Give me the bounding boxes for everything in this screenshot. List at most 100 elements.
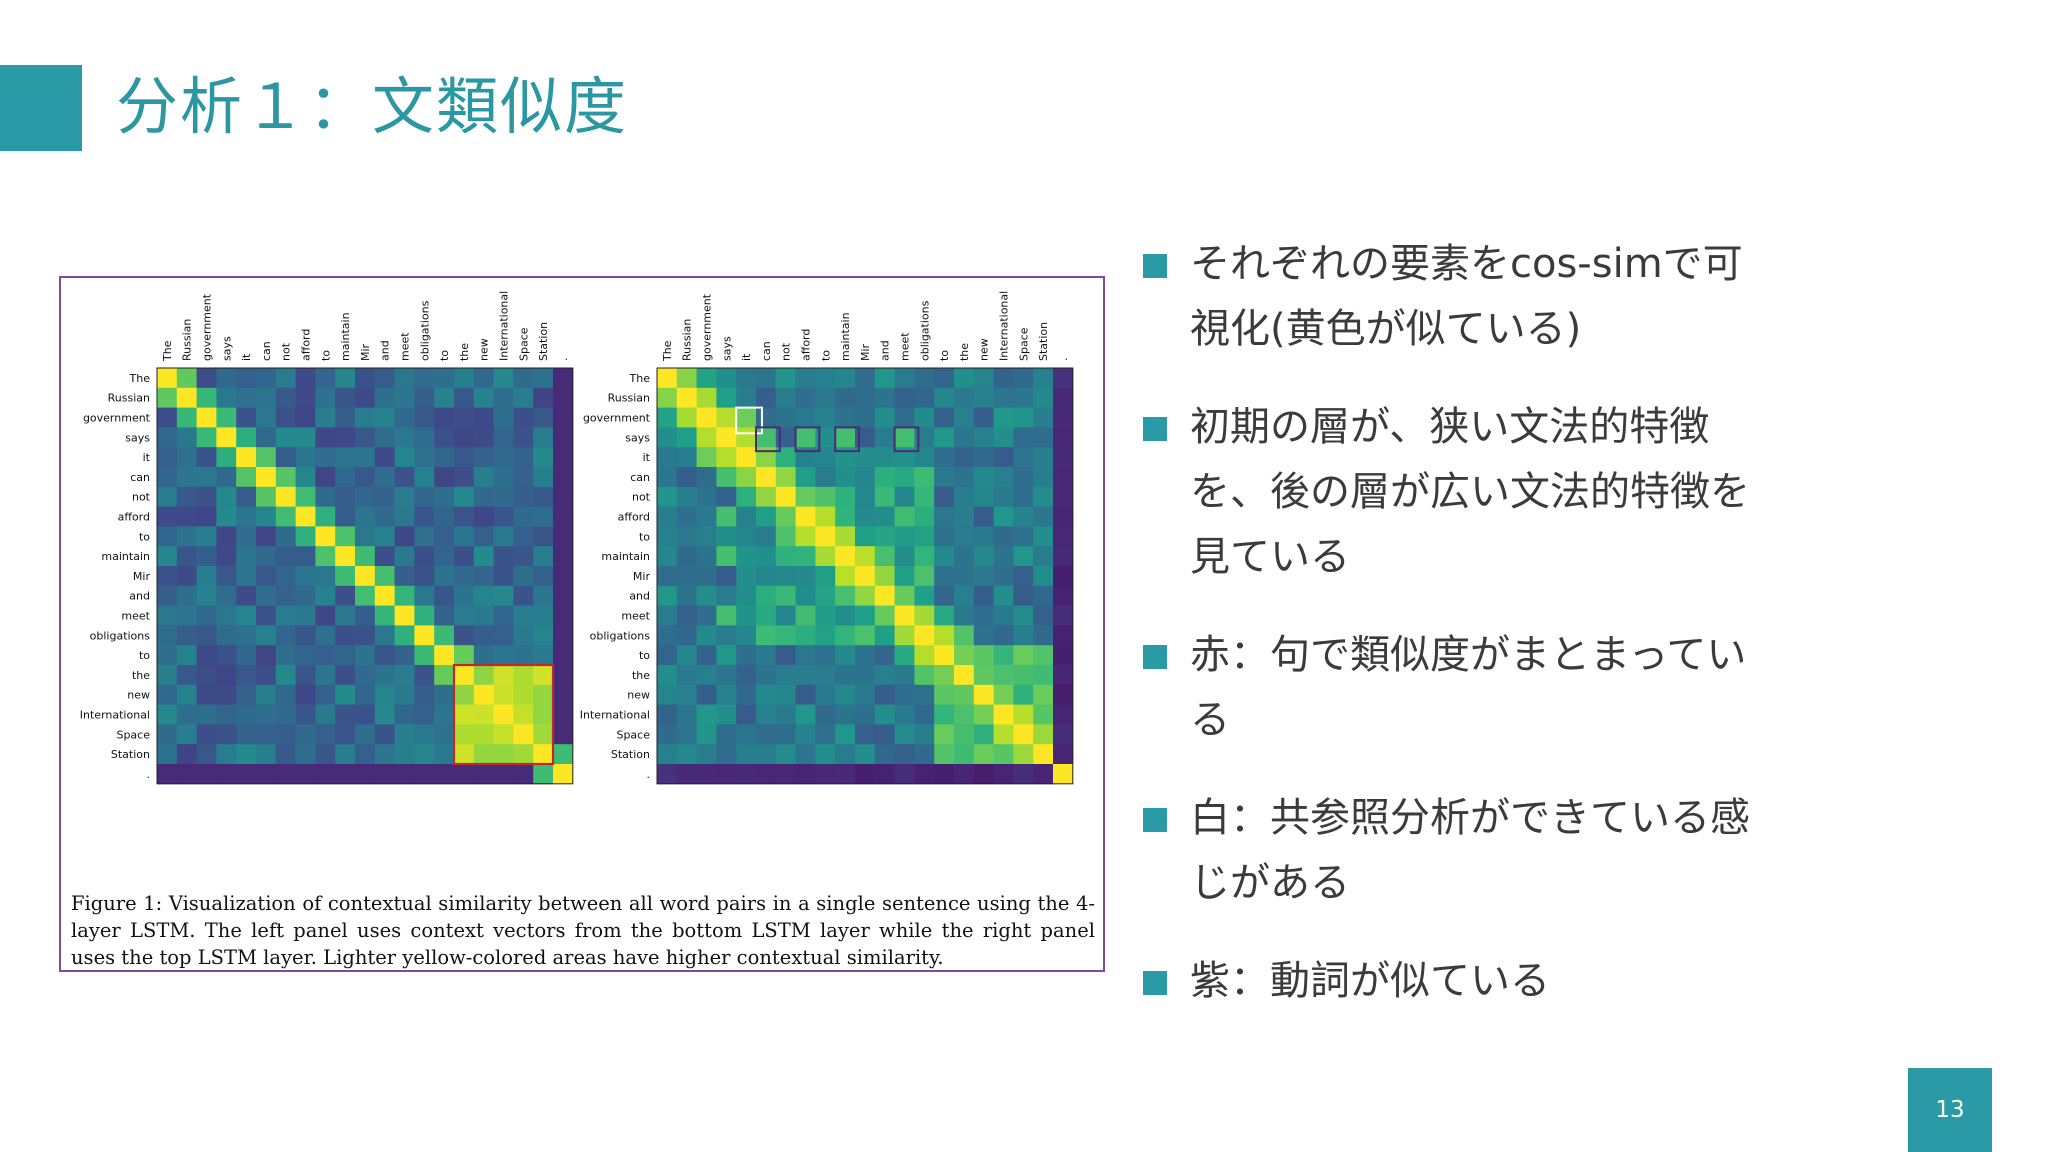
heatmap-cell — [493, 566, 514, 587]
row-label: the — [632, 669, 650, 682]
heatmap-cell — [1033, 368, 1054, 389]
bullet-item: 紫：動詞が似ている — [1140, 949, 1750, 1014]
row-label: . — [147, 768, 151, 781]
heatmap-cell — [993, 387, 1014, 408]
heatmap-cell — [914, 704, 935, 725]
heatmap-cell — [874, 625, 895, 646]
heatmap-cell — [394, 427, 415, 448]
heatmap-cell — [736, 467, 757, 488]
heatmap-cell — [256, 387, 277, 408]
heatmap-cell — [473, 447, 494, 468]
heatmap-cell — [914, 744, 935, 765]
heatmap-cell — [355, 585, 376, 606]
heatmap-cell — [295, 387, 316, 408]
heatmap-cell — [434, 526, 455, 547]
heatmap-cell — [533, 387, 554, 408]
heatmap-cell — [696, 447, 717, 468]
heatmap-cell — [874, 645, 895, 666]
heatmap-cell — [196, 764, 217, 785]
heatmap-cell — [414, 704, 435, 725]
heatmap-cell — [736, 724, 757, 745]
heatmap-cell — [934, 387, 955, 408]
heatmap-cell — [835, 427, 856, 448]
heatmap-cell — [295, 684, 316, 705]
heatmap-cell — [434, 605, 455, 626]
heatmap-cell — [157, 427, 178, 448]
heatmap-cell — [553, 546, 574, 567]
heatmap-cell — [696, 368, 717, 389]
heatmap-cell — [756, 447, 777, 468]
heatmap-cell — [855, 566, 876, 587]
heatmap-cell — [1053, 764, 1074, 785]
heatmap-cell — [157, 684, 178, 705]
heatmap-cell — [414, 684, 435, 705]
heatmap-cell — [894, 744, 915, 765]
heatmap-cell — [894, 368, 915, 389]
heatmap-cell — [756, 724, 777, 745]
heatmap-cell — [775, 566, 796, 587]
heatmap-cell — [493, 447, 514, 468]
heatmap-cell — [815, 645, 836, 666]
heatmap-cell — [176, 427, 197, 448]
heatmap-cell — [176, 368, 197, 389]
bullet-text: 紫：動詞が似ている — [1190, 958, 1550, 1004]
row-label: not — [632, 491, 651, 504]
heatmap-cell — [954, 526, 975, 547]
heatmap-cell — [855, 467, 876, 488]
heatmap-cell — [1013, 744, 1034, 765]
heatmap-cell — [894, 684, 915, 705]
heatmap-cell — [434, 684, 455, 705]
heatmap-cell — [216, 387, 237, 408]
heatmap-cell — [676, 704, 697, 725]
heatmap-cell — [855, 427, 876, 448]
row-label: maintain — [601, 550, 650, 563]
heatmap-cell — [493, 605, 514, 626]
column-label: International — [998, 291, 1011, 361]
heatmap-cell — [914, 407, 935, 428]
heatmap-cell — [355, 486, 376, 507]
heatmap-cell — [355, 407, 376, 428]
heatmap-cell — [954, 467, 975, 488]
heatmap-cell — [676, 526, 697, 547]
row-label: government — [583, 412, 651, 425]
heatmap-cell — [374, 407, 395, 428]
heatmap-cell — [374, 665, 395, 686]
bullet-text: それぞれの要素をcos-simで可視化(黄色が似ている) — [1190, 241, 1743, 352]
square-bullet-icon — [1143, 971, 1167, 995]
heatmap-cell — [1033, 704, 1054, 725]
heatmap-cell — [1053, 387, 1074, 408]
heatmap-cell — [1013, 625, 1034, 646]
heatmap-cell — [355, 665, 376, 686]
heatmap-cell — [736, 526, 757, 547]
heatmap-cell — [553, 684, 574, 705]
heatmap-cell — [716, 526, 737, 547]
heatmap-cell — [973, 546, 994, 567]
heatmap-cell — [894, 526, 915, 547]
heatmap-cell — [414, 625, 435, 646]
heatmap-cell — [434, 764, 455, 785]
heatmap-cell — [196, 368, 217, 389]
heatmap-cell — [696, 506, 717, 527]
heatmap-cell — [434, 665, 455, 686]
heatmap-cell — [795, 704, 816, 725]
heatmap-cell — [914, 724, 935, 745]
heatmap-cell — [275, 506, 296, 527]
heatmap-cell — [355, 467, 376, 488]
heatmap-cell — [874, 605, 895, 626]
heatmap-cell — [176, 684, 197, 705]
heatmap-cell — [1033, 744, 1054, 765]
heatmap-cell — [275, 467, 296, 488]
heatmap-cell — [355, 546, 376, 567]
row-label: Space — [616, 728, 650, 741]
heatmap-cell — [454, 427, 475, 448]
heatmap-cell — [315, 704, 336, 725]
heatmap-cell — [315, 645, 336, 666]
heatmap-cell — [374, 427, 395, 448]
heatmap-cell — [835, 526, 856, 547]
heatmap-cell — [795, 684, 816, 705]
bullet-text: 初期の層が、狭い文法的特徴を、後の層が広い文法的特徴を見ている — [1190, 404, 1750, 580]
row-label: afford — [118, 511, 150, 524]
heatmap-cell — [176, 387, 197, 408]
heatmap-cell — [513, 387, 534, 408]
heatmap-cell — [216, 506, 237, 527]
